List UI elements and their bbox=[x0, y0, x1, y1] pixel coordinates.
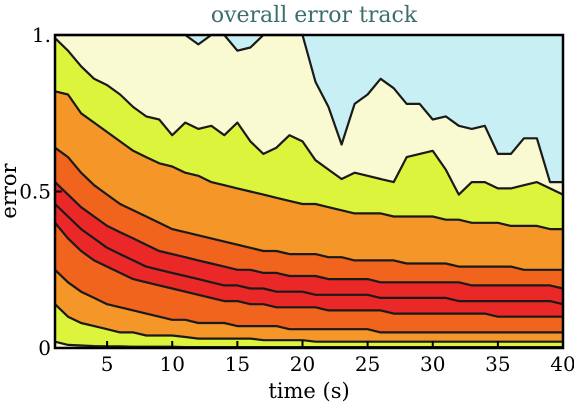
x-axis: 5 10 15 20 25 30 35 40 bbox=[101, 341, 574, 376]
x-tick-label-40: 40 bbox=[550, 352, 574, 376]
band-area-8 bbox=[55, 269, 563, 348]
x-tick-label-10: 10 bbox=[160, 352, 185, 376]
chart-title: overall error track bbox=[211, 3, 418, 28]
x-tick-label-5: 5 bbox=[101, 352, 114, 376]
band-boundary-5 bbox=[54, 181, 564, 290]
band-boundary-2 bbox=[54, 37, 564, 196]
y-axis: 0 0.5 1. bbox=[19, 23, 62, 360]
x-axis-label: time (s) bbox=[268, 379, 349, 403]
y-tick-label-0.5: 0.5 bbox=[19, 180, 51, 204]
band-boundary-4 bbox=[54, 146, 563, 271]
band-boundary-3 bbox=[54, 90, 563, 231]
x-tick-label-30: 30 bbox=[420, 352, 445, 376]
band-boundary-9 bbox=[54, 303, 563, 343]
band-boundary-8 bbox=[54, 269, 563, 334]
plot-area bbox=[55, 35, 563, 349]
band-boundary-7 bbox=[54, 222, 563, 318]
x-tick-label-35: 35 bbox=[485, 352, 510, 376]
y-axis-label: error bbox=[0, 162, 21, 218]
x-tick-label-20: 20 bbox=[290, 352, 315, 376]
x-tick-label-25: 25 bbox=[355, 352, 380, 376]
band-area-7 bbox=[55, 222, 563, 348]
band-boundary-6 bbox=[54, 203, 564, 306]
y-tick-label-1: 1. bbox=[32, 23, 51, 47]
y-tick-label-0: 0 bbox=[38, 336, 51, 360]
x-tick-label-15: 15 bbox=[225, 352, 250, 376]
